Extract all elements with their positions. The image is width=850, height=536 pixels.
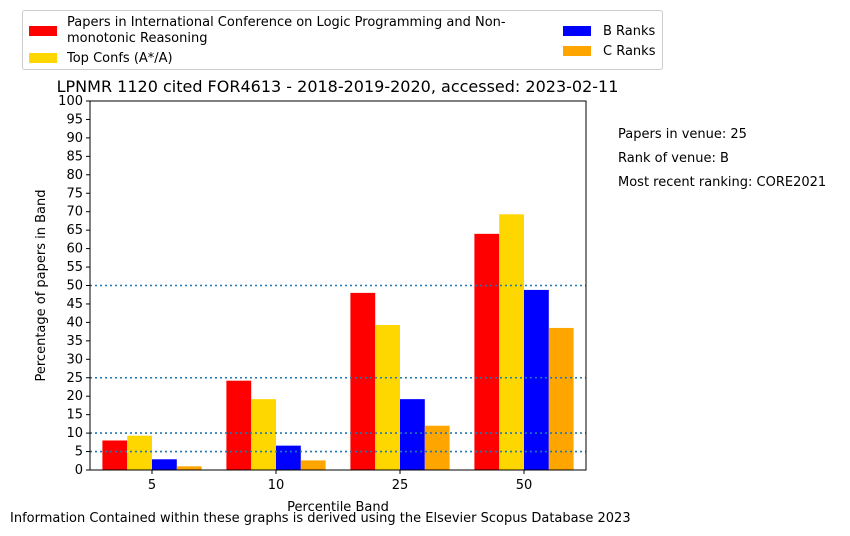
y-tick-label-20: 20 xyxy=(66,389,83,404)
y-tick-label-5: 5 xyxy=(75,445,83,460)
y-tick-label-50: 50 xyxy=(66,279,83,294)
y-tick-label-40: 40 xyxy=(66,315,83,330)
y-tick-label-25: 25 xyxy=(66,371,83,386)
legend-label-venue: Papers in International Conference on Lo… xyxy=(67,15,506,46)
bar-b-ranks-5 xyxy=(152,459,177,470)
bar-papers-in-internatio-25 xyxy=(350,292,376,470)
bar-top-confs-a-a-5 xyxy=(127,435,152,470)
bar-b-ranks-25 xyxy=(400,399,425,470)
bar-c-ranks-5 xyxy=(176,466,202,470)
x-axis-label: Percentile Band xyxy=(287,500,389,515)
bar-papers-in-internatio-10 xyxy=(226,380,252,470)
y-tick-label-85: 85 xyxy=(66,149,83,164)
y-tick-label-10: 10 xyxy=(66,426,83,441)
source-footnote: Information Contained within these graph… xyxy=(10,511,631,526)
y-tick-label-90: 90 xyxy=(66,131,83,146)
legend-label-top-confs: Top Confs (A*/A) xyxy=(67,51,173,66)
bar-b-ranks-10 xyxy=(276,445,301,470)
y-tick-label-35: 35 xyxy=(66,334,83,349)
y-tick-label-100: 100 xyxy=(58,94,83,109)
legend-swatch-top-confs xyxy=(29,53,57,63)
y-tick-label-75: 75 xyxy=(66,186,83,201)
chart-title: LPNMR 1120 cited FOR4613 - 2018-2019-202… xyxy=(56,77,619,96)
y-tick-label-60: 60 xyxy=(66,242,83,257)
bar-papers-in-internatio-50 xyxy=(474,233,500,470)
y-tick-label-95: 95 xyxy=(66,112,83,127)
rank-of-venue-text: Rank of venue: B xyxy=(618,151,729,166)
x-tick-label-10: 10 xyxy=(268,478,285,493)
y-axis-label: Percentage of papers in Band xyxy=(34,189,49,381)
y-tick-label-15: 15 xyxy=(66,408,83,423)
y-tick-label-65: 65 xyxy=(66,223,83,238)
legend-swatch-b-ranks xyxy=(563,26,591,36)
y-tick-label-45: 45 xyxy=(66,297,83,312)
legend-swatch-venue xyxy=(29,26,57,36)
x-tick-label-50: 50 xyxy=(516,478,533,493)
chart-legend: Papers in International Conference on Lo… xyxy=(22,10,663,70)
y-tick-label-80: 80 xyxy=(66,168,83,183)
most-recent-ranking-text: Most recent ranking: CORE2021 xyxy=(618,175,827,190)
y-tick-label-55: 55 xyxy=(66,260,83,275)
legend-label-b-ranks: B Ranks xyxy=(603,24,656,39)
papers-in-venue-text: Papers in venue: 25 xyxy=(618,127,747,142)
bar-c-ranks-50 xyxy=(548,327,574,470)
bar-top-confs-a-a-10 xyxy=(251,399,276,470)
x-tick-label-25: 25 xyxy=(392,478,409,493)
x-tick-label-5: 5 xyxy=(148,478,156,493)
legend-label-c-ranks: C Ranks xyxy=(603,44,656,59)
y-tick-label-70: 70 xyxy=(66,205,83,220)
bar-c-ranks-10 xyxy=(300,460,326,470)
bar-papers-in-internatio-5 xyxy=(102,440,128,470)
y-tick-label-30: 30 xyxy=(66,352,83,367)
bar-top-confs-a-a-25 xyxy=(375,324,400,470)
legend-swatch-c-ranks xyxy=(563,46,591,56)
bar-top-confs-a-a-50 xyxy=(499,214,524,470)
bar-b-ranks-50 xyxy=(524,289,549,470)
y-tick-label-0: 0 xyxy=(75,463,83,478)
